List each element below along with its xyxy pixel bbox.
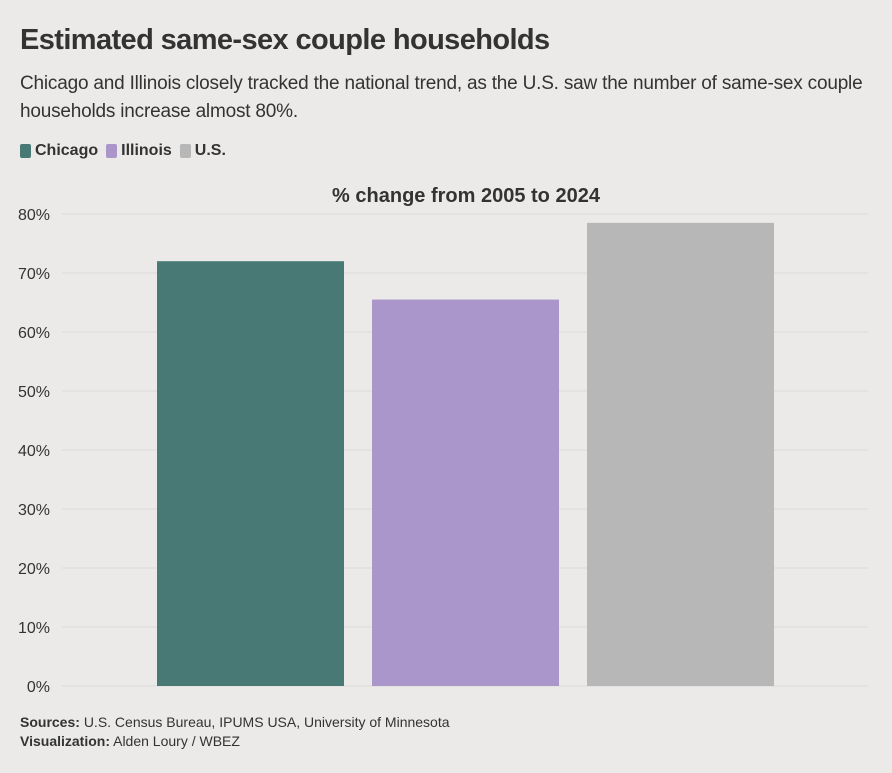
bar-chart: % change from 2005 to 2024 0% 10% 20% 30% 40…	[18, 185, 868, 696]
y-tick-label: 70%	[18, 266, 50, 283]
legend-label-illinois: Illinois	[121, 142, 172, 159]
footer: Sources: U.S. Census Bureau, IPUMS USA, …	[20, 713, 450, 751]
legend-swatch-chicago	[20, 144, 31, 158]
legend-item-chicago: Chicago	[20, 142, 98, 160]
visualization-label: Visualization:	[20, 733, 110, 749]
legend-item-us: U.S.	[179, 142, 226, 160]
y-axis-tick-labels: 0% 10% 20% 30% 40% 50% 60% 70% 80%	[18, 207, 50, 696]
legend-label-chicago: Chicago	[35, 142, 99, 159]
sources-text: U.S. Census Bureau, IPUMS USA, Universit…	[83, 714, 450, 730]
legend: Chicago Illinois U.S.	[20, 141, 234, 161]
chart-title: % change from 2005 to 2024	[332, 185, 601, 207]
legend-item-illinois: Illinois	[106, 142, 172, 160]
legend-label-us: U.S.	[194, 142, 226, 159]
page-subtitle: Chicago and Illinois closely tracked the…	[20, 73, 863, 122]
bar-illinois	[372, 299, 559, 686]
y-tick-label: 20%	[18, 561, 50, 578]
page-title: Estimated same-sex couple households	[20, 24, 550, 56]
y-tick-label: 80%	[18, 207, 50, 224]
bar-u-s	[587, 222, 774, 686]
sources-label: Sources:	[20, 714, 80, 730]
y-tick-label: 40%	[18, 443, 50, 460]
bars	[157, 222, 774, 686]
y-tick-label: 50%	[18, 384, 50, 401]
visualization-text: Alden Loury / WBEZ	[113, 733, 240, 749]
y-tick-label: 0%	[27, 679, 50, 696]
bar-chicago	[157, 261, 344, 686]
legend-swatch-us	[179, 144, 191, 158]
y-tick-label: 30%	[18, 502, 50, 519]
y-tick-label: 60%	[18, 325, 50, 342]
sources-line: Sources: U.S. Census Bureau, IPUMS USA, …	[20, 713, 450, 732]
legend-swatch-illinois	[106, 144, 118, 158]
visualization-line: Visualization: Alden Loury / WBEZ	[20, 732, 450, 751]
y-tick-label: 10%	[18, 620, 50, 637]
